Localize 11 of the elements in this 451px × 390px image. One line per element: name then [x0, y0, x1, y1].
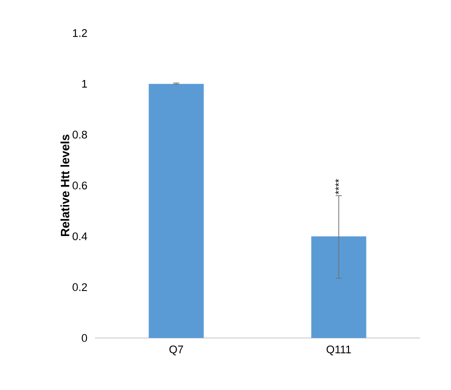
y-tick-label: 1	[82, 80, 87, 88]
y-tick-label: 0.8	[72, 130, 87, 139]
annotation: ****	[335, 179, 339, 194]
y-tick-label: 1.2	[73, 29, 87, 37]
x-tick-label: Q7	[169, 346, 184, 356]
y-tick-label: 0.2	[72, 283, 87, 292]
y-tick-label: 0.4	[72, 232, 88, 240]
y-tick-label: 0.6	[72, 182, 87, 190]
x-tick-label: Q111	[326, 346, 351, 356]
y-tick-label: 0	[82, 334, 88, 342]
y-axis-title: Relative Htt levels	[60, 134, 70, 236]
